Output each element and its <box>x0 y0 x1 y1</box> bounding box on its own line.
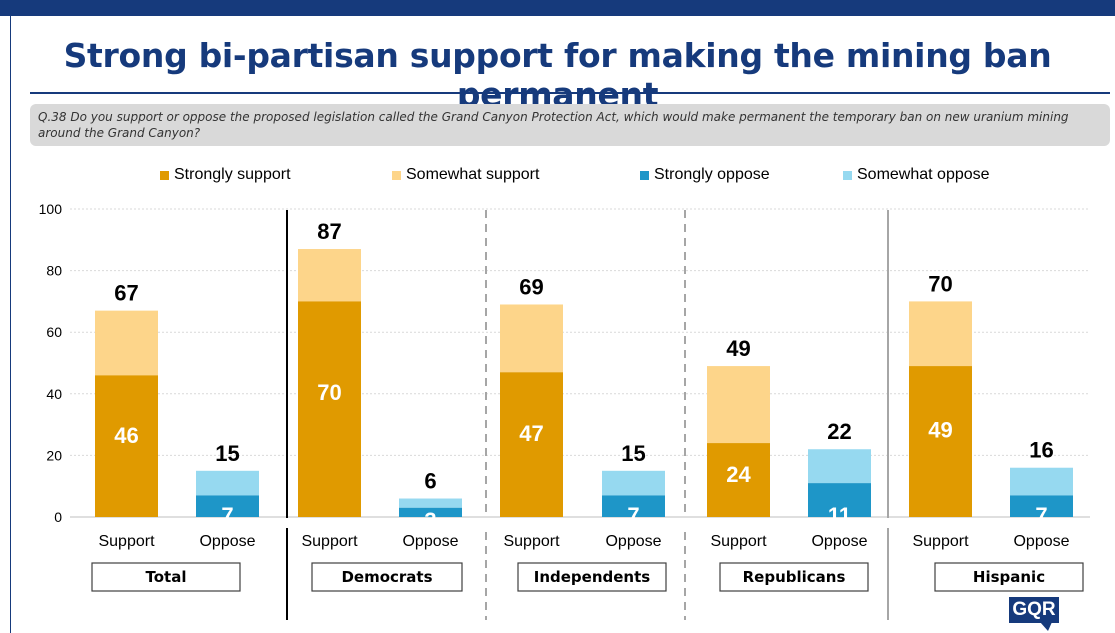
legend-item-somewhat-support: Somewhat support <box>392 163 539 187</box>
y-tick-label: 80 <box>46 263 62 279</box>
y-tick-label: 60 <box>46 324 62 340</box>
data-label-total: 15 <box>215 441 239 466</box>
group-label-box <box>311 562 463 592</box>
page-title: Strong bi-partisan support for making th… <box>63 36 1052 114</box>
data-label-total: 70 <box>928 271 952 296</box>
bar-segment-strong <box>95 375 158 517</box>
y-tick-label: 100 <box>39 201 63 217</box>
data-label-total: 16 <box>1029 438 1053 463</box>
legend-item-strongly-oppose: Strongly oppose <box>640 163 770 187</box>
legend-label: Strongly oppose <box>654 166 770 183</box>
legend-item-somewhat-oppose: Somewhat oppose <box>843 163 990 187</box>
bar-segment-somewhat <box>95 310 158 376</box>
y-tick-label: 0 <box>54 509 62 525</box>
data-label-total: 22 <box>827 419 851 444</box>
data-label-total: 15 <box>621 441 645 466</box>
legend-item-strongly-support: Strongly support <box>160 163 291 187</box>
legend-swatch <box>843 170 852 180</box>
bar-segment-somewhat <box>808 449 871 484</box>
bar-segment-strong <box>707 443 770 517</box>
group-label-box <box>517 562 667 592</box>
x-tick-label: Support <box>503 533 560 550</box>
data-label-total: 49 <box>726 336 750 361</box>
x-tick-label: Support <box>98 533 155 550</box>
group-label: Democrats <box>341 568 432 586</box>
data-label-strong: 49 <box>928 417 952 442</box>
title-rule <box>30 92 1110 94</box>
left-border <box>10 16 11 633</box>
bar-segment-somewhat <box>707 366 770 444</box>
bar-segment-somewhat <box>1010 467 1073 496</box>
group-label: Republicans <box>743 568 846 586</box>
legend-label: Strongly support <box>174 166 291 183</box>
question-text: Q.38 Do you support or oppose the propos… <box>30 104 1110 146</box>
bar-segment-strong <box>399 507 462 517</box>
y-tick-label: 40 <box>46 386 62 402</box>
bar-segment-somewhat <box>196 470 259 496</box>
bar-segment-somewhat <box>602 470 665 496</box>
x-tick-label: Oppose <box>1013 533 1069 550</box>
legend-swatch <box>160 170 169 180</box>
x-tick-label: Support <box>301 533 358 550</box>
legend-label: Somewhat support <box>406 166 540 183</box>
x-tick-label: Support <box>710 533 767 550</box>
bar-segment-somewhat <box>399 498 462 508</box>
group-label-box <box>91 562 241 592</box>
baseline-mask <box>70 518 1090 528</box>
data-label-total: 87 <box>317 219 341 244</box>
bar-segment-strong <box>602 495 665 517</box>
bar-segment-strong <box>500 372 563 517</box>
data-label-total: 6 <box>424 469 436 494</box>
group-label-box <box>719 562 869 592</box>
data-label-strong: 70 <box>317 380 341 405</box>
bar-segment-strong <box>808 483 871 517</box>
data-label-total: 69 <box>519 274 543 299</box>
legend-swatch <box>392 170 401 180</box>
data-label-strong: 46 <box>114 423 138 448</box>
x-tick-label: Oppose <box>605 533 661 550</box>
group-label: Hispanic <box>973 568 1045 586</box>
legend-label: Somewhat oppose <box>857 166 990 183</box>
x-tick-label: Oppose <box>199 533 255 550</box>
bar-segment-strong <box>298 301 361 517</box>
bar-segment-strong <box>909 366 972 517</box>
bar-segment-somewhat <box>500 304 563 373</box>
logo-tail <box>1040 622 1052 631</box>
group-label: Independents <box>534 568 651 586</box>
top-banner <box>0 0 1115 16</box>
bar-segment-strong <box>1010 495 1073 517</box>
y-tick-label: 20 <box>46 447 62 463</box>
group-label-box <box>934 562 1084 592</box>
bar-segment-somewhat <box>298 249 361 302</box>
bar-segment-somewhat <box>909 301 972 367</box>
x-tick-label: Support <box>912 533 969 550</box>
bar-segment-strong <box>196 495 259 517</box>
legend-swatch <box>640 170 649 180</box>
data-label-strong: 24 <box>726 462 751 487</box>
group-label: Total <box>146 568 187 586</box>
data-label-strong: 47 <box>519 421 543 446</box>
x-tick-label: Oppose <box>811 533 867 550</box>
gqr-logo: GQR <box>1009 597 1059 623</box>
x-tick-label: Oppose <box>402 533 458 550</box>
data-label-total: 67 <box>114 281 138 306</box>
